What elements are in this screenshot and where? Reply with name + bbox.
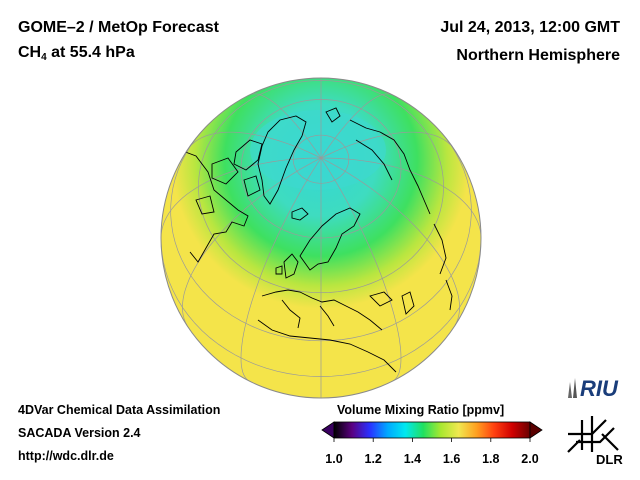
colorbar-tick-label: 1.6 (442, 452, 461, 466)
meridian-line (320, 131, 454, 159)
riu-logo-text: RIU (580, 376, 619, 401)
meridian-line (182, 157, 322, 326)
species-subscript: 4 (41, 52, 47, 63)
colorbar-gradient (333, 421, 531, 439)
meridian-line (320, 157, 402, 381)
meridian-line (240, 157, 322, 381)
riu-logo: RIU (568, 376, 619, 401)
colorbar-right-arrow (529, 421, 543, 439)
pressure-level: at 55.4 hPa (46, 44, 135, 61)
colorbar-left-arrow (321, 421, 335, 439)
colorbar-tick-label: 1.0 (325, 452, 343, 466)
globe-outline (160, 77, 482, 399)
colorbar-tick-label: 1.4 (403, 452, 422, 466)
meridian-line (320, 157, 460, 326)
assimilation-label: 4DVar Chemical Data Assimilation (18, 403, 221, 417)
graticule (161, 78, 481, 398)
colorbar-title: Volume Mixing Ratio [ppmv] (337, 403, 505, 417)
region-label: Northern Hemisphere (456, 47, 620, 64)
cyan-core (250, 110, 386, 190)
version-label: SACADA Version 2.4 (18, 426, 141, 440)
meridian-line (188, 131, 322, 159)
colorbar-tick-label: 1.2 (364, 452, 382, 466)
map-subtitle: CH4 at 55.4 hPa (18, 44, 135, 63)
species-name: CH (18, 44, 42, 61)
meridian-line (161, 157, 322, 239)
colorbar-tick-label: 2.0 (521, 452, 539, 466)
map-title: GOME–2 / MetOp Forecast (18, 19, 219, 36)
dlr-logo-text: DLR (596, 452, 623, 467)
source-url: http://wdc.dlr.de (18, 449, 114, 463)
dlr-logo: DLR (567, 416, 623, 467)
forecast-date: Jul 24, 2013, 12:00 GMT (440, 19, 620, 36)
meridian-line (320, 157, 481, 239)
meridian-line (320, 93, 393, 159)
coastlines (179, 107, 453, 373)
colorbar (321, 421, 543, 442)
meridian-line (249, 93, 322, 159)
colorbar-tick-label: 1.8 (482, 452, 500, 466)
globe-map (160, 77, 482, 399)
